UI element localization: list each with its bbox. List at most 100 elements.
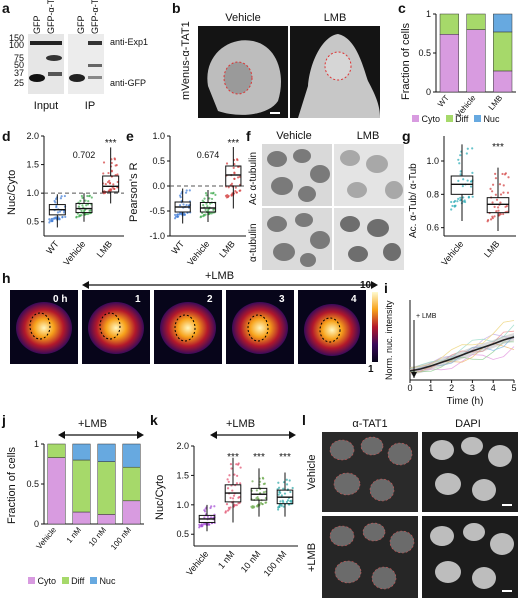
data-point xyxy=(207,212,211,215)
data-point xyxy=(501,172,504,176)
data-point xyxy=(113,187,116,190)
y-tick-label: 0 xyxy=(34,519,39,529)
bar-cyto xyxy=(122,500,141,525)
data-point xyxy=(205,202,208,205)
data-point xyxy=(285,483,289,486)
y-tick-label: 0.8 xyxy=(426,189,439,199)
bar-diff xyxy=(97,461,116,515)
lmb-arrowhead xyxy=(411,372,417,378)
data-point xyxy=(204,192,208,195)
mean-line xyxy=(409,336,515,372)
data-point xyxy=(206,515,209,518)
data-point xyxy=(210,192,213,195)
data-point xyxy=(185,189,188,192)
data-point xyxy=(286,499,290,502)
panel-k-arrow xyxy=(210,431,296,439)
annotation-2: *** xyxy=(105,138,117,149)
data-point xyxy=(83,208,87,211)
panel-letter-j: j xyxy=(2,412,6,428)
y-tick-label: 0 xyxy=(426,87,431,97)
annotation-3: *** xyxy=(279,452,291,463)
data-point xyxy=(502,184,505,187)
data-point xyxy=(229,496,232,499)
trace-line xyxy=(409,341,515,373)
bar-cyto xyxy=(439,34,459,93)
data-point xyxy=(202,203,205,207)
data-point xyxy=(457,158,460,161)
data-point xyxy=(462,178,465,181)
j-legend-nuc: Nuc xyxy=(99,576,116,586)
data-point xyxy=(239,466,242,469)
data-point xyxy=(497,209,500,212)
x-tick-label: 100 nM xyxy=(109,525,133,551)
data-point xyxy=(110,161,113,165)
data-point xyxy=(277,493,280,496)
data-point xyxy=(230,194,233,197)
data-point xyxy=(462,196,465,199)
legend-swatch-cyto xyxy=(412,115,419,122)
data-point xyxy=(289,500,292,503)
data-point xyxy=(466,147,469,150)
data-point xyxy=(499,193,503,196)
chart-g: 0.6 0.8 1.0 Vehicle LMB *** xyxy=(426,136,516,268)
data-point xyxy=(210,197,214,201)
data-point xyxy=(459,170,462,173)
x-tick-label: 1 nM xyxy=(65,525,84,545)
data-point xyxy=(495,210,498,213)
data-point xyxy=(502,212,505,216)
x-tick-label: Vehicle xyxy=(61,239,87,268)
x-tick-label: LMB xyxy=(217,239,237,260)
colorbar-max: 10 xyxy=(360,280,372,291)
data-point xyxy=(51,219,54,222)
y-tick-label: 0.0 xyxy=(152,181,165,191)
data-point xyxy=(62,211,66,214)
x-tick-label: WT xyxy=(44,238,61,256)
blot-image xyxy=(28,34,104,94)
data-point xyxy=(457,197,460,201)
panel-k-treatment: +LMB xyxy=(226,418,256,430)
annotation-2: *** xyxy=(253,452,265,463)
panel-letter-i: i xyxy=(384,280,388,296)
data-point xyxy=(236,158,239,162)
data-point xyxy=(451,204,454,208)
time-label-2: 2 xyxy=(207,294,213,305)
data-point xyxy=(87,200,90,203)
panel-h-treatment: +LMB xyxy=(205,270,235,282)
panel-c-ylabel: Fraction of cells xyxy=(400,22,412,100)
x-tick-label: 1 nM xyxy=(216,549,237,571)
blot-label-exp1: anti-Exp1 xyxy=(110,37,149,47)
colorbar-min: 1 xyxy=(368,364,374,375)
chart-d: 0.5 1.0 1.5 2.0 WT Vehicle LMB 0.702 *** xyxy=(26,131,124,268)
bar-cyto xyxy=(97,514,116,525)
x-tick-label: 1 xyxy=(428,383,433,393)
marker-37: 37 xyxy=(13,68,24,78)
data-point xyxy=(235,191,238,194)
panel-l-col-tat1: α-TAT1 xyxy=(352,418,388,430)
data-point xyxy=(182,203,185,206)
time-label-1: 1 xyxy=(135,294,141,305)
data-point xyxy=(77,205,81,208)
panel-b-images xyxy=(198,26,380,118)
data-point xyxy=(288,479,291,482)
confidence-band xyxy=(410,333,514,375)
data-point xyxy=(57,217,60,221)
panel-f-images xyxy=(262,144,404,270)
data-point xyxy=(184,191,188,194)
data-point xyxy=(225,162,229,165)
legend-swatch-diff xyxy=(445,115,453,122)
y-tick-label: 0.5 xyxy=(26,217,39,227)
y-tick-label: 1.0 xyxy=(426,156,439,166)
marker-150: 150 xyxy=(8,33,24,43)
y-tick-label: 1 xyxy=(34,440,39,449)
marker-75: 75 xyxy=(13,53,24,63)
data-point xyxy=(285,500,288,504)
j-legend-swatch-diff xyxy=(61,577,69,584)
data-point xyxy=(237,462,240,465)
data-point xyxy=(265,501,268,504)
data-point xyxy=(75,215,78,218)
data-point xyxy=(228,474,231,477)
annotation-1: 0.702 xyxy=(73,150,96,160)
panel-j-ylabel: Fraction of cells xyxy=(6,446,18,524)
data-point xyxy=(233,473,236,476)
data-point xyxy=(180,212,183,216)
